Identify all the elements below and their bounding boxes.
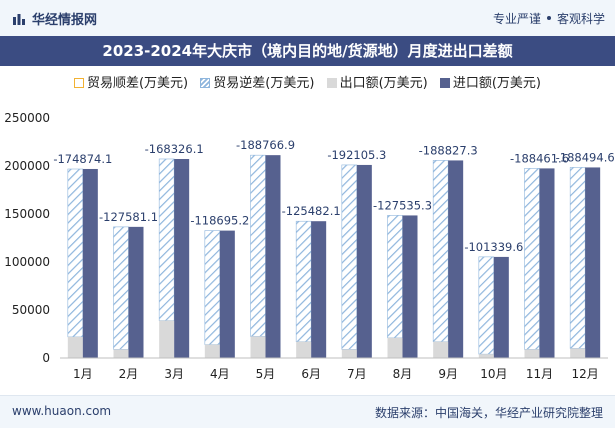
bar-export <box>204 344 220 358</box>
bar-import <box>539 168 555 358</box>
data-label: -192105.3 <box>327 148 386 162</box>
x-tick-label: 12月 <box>572 367 599 381</box>
footer-bar: www.huaon.com 数据来源：中国海关，华经产业研究院整理 <box>0 395 615 428</box>
bar-export <box>433 341 449 358</box>
bar-export <box>570 348 586 358</box>
data-label: -188827.3 <box>419 143 478 157</box>
bar-import <box>128 226 144 358</box>
bar-deficit <box>113 226 129 350</box>
bar-chart: 0 50000 100000 150000 200000 250000 1月 2月 3月 4月 5… <box>4 111 614 381</box>
x-tick-label: 7月 <box>347 367 367 381</box>
bar-export <box>113 349 129 358</box>
bar-deficit <box>524 168 540 350</box>
tagline-left: 专业严谨 <box>492 12 541 26</box>
bar-import <box>402 215 418 358</box>
data-label: -188766.9 <box>236 138 295 152</box>
brand-name: 华经情报网 <box>32 13 98 28</box>
separator-dot-icon <box>546 16 551 20</box>
x-tick-label: 4月 <box>210 367 230 381</box>
x-tick-label: 1月 <box>73 367 93 381</box>
bar-import <box>493 256 509 358</box>
legend-item-import: 进口额(万美元) <box>439 72 542 91</box>
bar-import <box>448 160 464 358</box>
data-label: -118695.2 <box>190 214 249 228</box>
bar-deficit <box>250 154 266 337</box>
data-label: -127535.3 <box>373 198 432 212</box>
legend-swatch-surplus <box>73 78 84 88</box>
chart-title: 2023-2024年大庆市（境内目的地/货源地）月度进出口差额 <box>0 36 615 66</box>
y-tick-label: 0 <box>42 351 50 365</box>
footer-site: www.huaon.com <box>12 404 112 418</box>
bar-export <box>341 349 357 358</box>
bar-export <box>387 337 403 358</box>
x-tick-label: 11月 <box>526 367 553 381</box>
bar-deficit <box>478 256 495 355</box>
data-label: -168326.1 <box>145 142 204 156</box>
data-labels: -174874.1 -127581.1 -168326.1 -118695.2 -188… <box>53 138 614 254</box>
data-label: -188461.6 <box>510 151 569 165</box>
bar-export <box>67 336 83 358</box>
y-tick-label: 200000 <box>4 159 50 173</box>
bar-export <box>296 341 312 358</box>
chart-legend: 贸易顺差(万美元) 贸易逆差(万美元) 出口额(万美元) 进口额(万美元) <box>0 72 615 91</box>
bar-import <box>311 221 327 358</box>
legend-swatch-export <box>326 78 337 88</box>
footer-source: 数据来源：中国海关，华经产业研究院整理 <box>374 406 603 420</box>
header-bar: 华经情报网 专业严谨 客观科学 <box>0 0 615 37</box>
legend-label-surplus: 贸易顺差(万美元) <box>86 76 189 91</box>
y-tick-label: 250000 <box>4 111 50 125</box>
y-tick-label: 100000 <box>4 255 50 269</box>
x-tick-label: 3月 <box>164 367 184 381</box>
bar-logo-icon <box>13 14 25 25</box>
x-tick-label: 9月 <box>438 367 458 381</box>
data-label: -125482.1 <box>282 204 341 218</box>
data-label: -174874.1 <box>53 152 112 166</box>
tagline-right: 客观科学 <box>556 12 605 26</box>
bar-import <box>265 155 281 358</box>
tagline: 专业严谨 客观科学 <box>493 10 605 27</box>
legend-label-import: 进口额(万美元) <box>452 76 542 91</box>
x-tick-label: 5月 <box>256 367 276 381</box>
bar-export <box>524 349 540 358</box>
bar-import <box>82 168 98 358</box>
bar-deficit <box>387 215 403 339</box>
data-label: -188494.6 <box>556 150 615 164</box>
x-tick-label: 2月 <box>119 367 139 381</box>
bar-export <box>159 320 175 358</box>
y-tick-label: 150000 <box>4 207 50 221</box>
bar-import <box>356 164 372 358</box>
bar-import <box>219 230 235 358</box>
legend-item-surplus: 贸易顺差(万美元) <box>73 72 189 91</box>
x-tick-label: 6月 <box>301 367 321 381</box>
bar-deficit <box>158 158 175 321</box>
legend-item-export: 出口额(万美元) <box>326 72 428 91</box>
x-tick-label: 10月 <box>480 367 507 381</box>
bar-deficit <box>295 220 312 342</box>
bars <box>67 154 601 358</box>
bar-export <box>478 354 494 358</box>
legend-label-export: 出口额(万美元) <box>339 76 428 91</box>
bar-import <box>585 167 601 358</box>
data-label: -127581.1 <box>99 210 158 224</box>
x-axis: 1月 2月 3月 4月 5月 6月 7月 8月 9月 10月 11月 12月 <box>60 357 608 381</box>
bar-deficit <box>204 230 221 345</box>
legend-label-deficit: 贸易逆差(万美元) <box>213 76 315 91</box>
bar-deficit <box>67 168 84 338</box>
bar-deficit <box>569 167 586 349</box>
bar-deficit <box>432 160 449 342</box>
y-tick-label: 50000 <box>12 303 50 317</box>
legend-item-deficit: 贸易逆差(万美元) <box>200 72 314 91</box>
bar-export <box>250 336 266 358</box>
bar-deficit <box>341 164 358 350</box>
brand: 华经情报网 <box>12 9 97 28</box>
legend-swatch-deficit <box>200 78 211 88</box>
legend-swatch-import <box>439 78 450 88</box>
data-label: -101339.6 <box>464 240 523 254</box>
y-axis: 0 50000 100000 150000 200000 250000 <box>4 111 50 365</box>
bar-import <box>174 158 190 358</box>
x-tick-label: 8月 <box>393 367 413 381</box>
